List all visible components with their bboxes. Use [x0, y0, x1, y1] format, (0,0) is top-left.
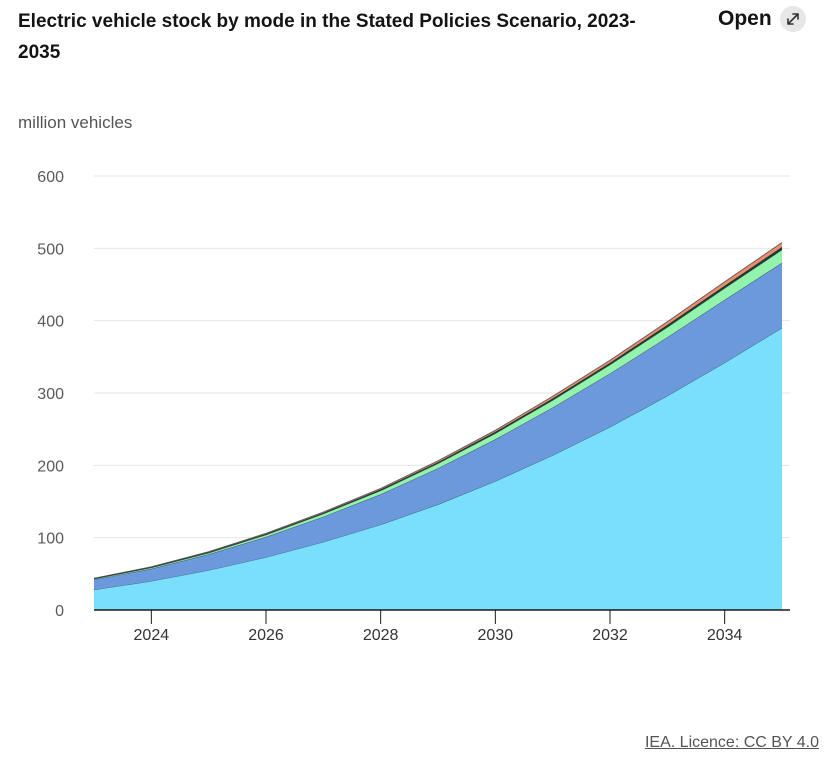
area-series-5-edge — [93, 242, 783, 579]
open-button-label: Open — [718, 7, 772, 30]
chart-title: Electric vehicle stock by mode in the St… — [18, 11, 636, 63]
y-tick-label: 100 — [37, 531, 64, 548]
axes — [94, 609, 790, 624]
y-tick-label: 600 — [37, 169, 64, 186]
x-tick-label: 2026 — [248, 627, 284, 644]
y-tick-label: 300 — [37, 386, 64, 403]
y-tick-label: 200 — [37, 458, 64, 475]
y-tick-label: 500 — [37, 241, 64, 258]
x-tick-label: 2024 — [134, 627, 170, 644]
x-tick-label: 2028 — [363, 627, 399, 644]
licence-link[interactable]: IEA. Licence: CC BY 4.0 — [644, 734, 819, 751]
area-series-1[interactable] — [94, 327, 782, 610]
open-button[interactable]: Open — [718, 6, 806, 32]
x-tick-label: 2030 — [478, 627, 514, 644]
x-tick-label: 2034 — [707, 627, 743, 644]
tick-labels: 0 100 200 300 400 500 600 2024 2026 2028 2030 2032 2… — [37, 169, 742, 644]
x-tick-label: 2032 — [592, 627, 628, 644]
y-tick-label: 400 — [37, 314, 64, 331]
y-axis-unit-label: million vehicles — [18, 113, 133, 132]
external-link-icon — [779, 6, 806, 32]
stacked-areas — [93, 242, 783, 610]
y-tick-label: 0 — [55, 603, 64, 620]
